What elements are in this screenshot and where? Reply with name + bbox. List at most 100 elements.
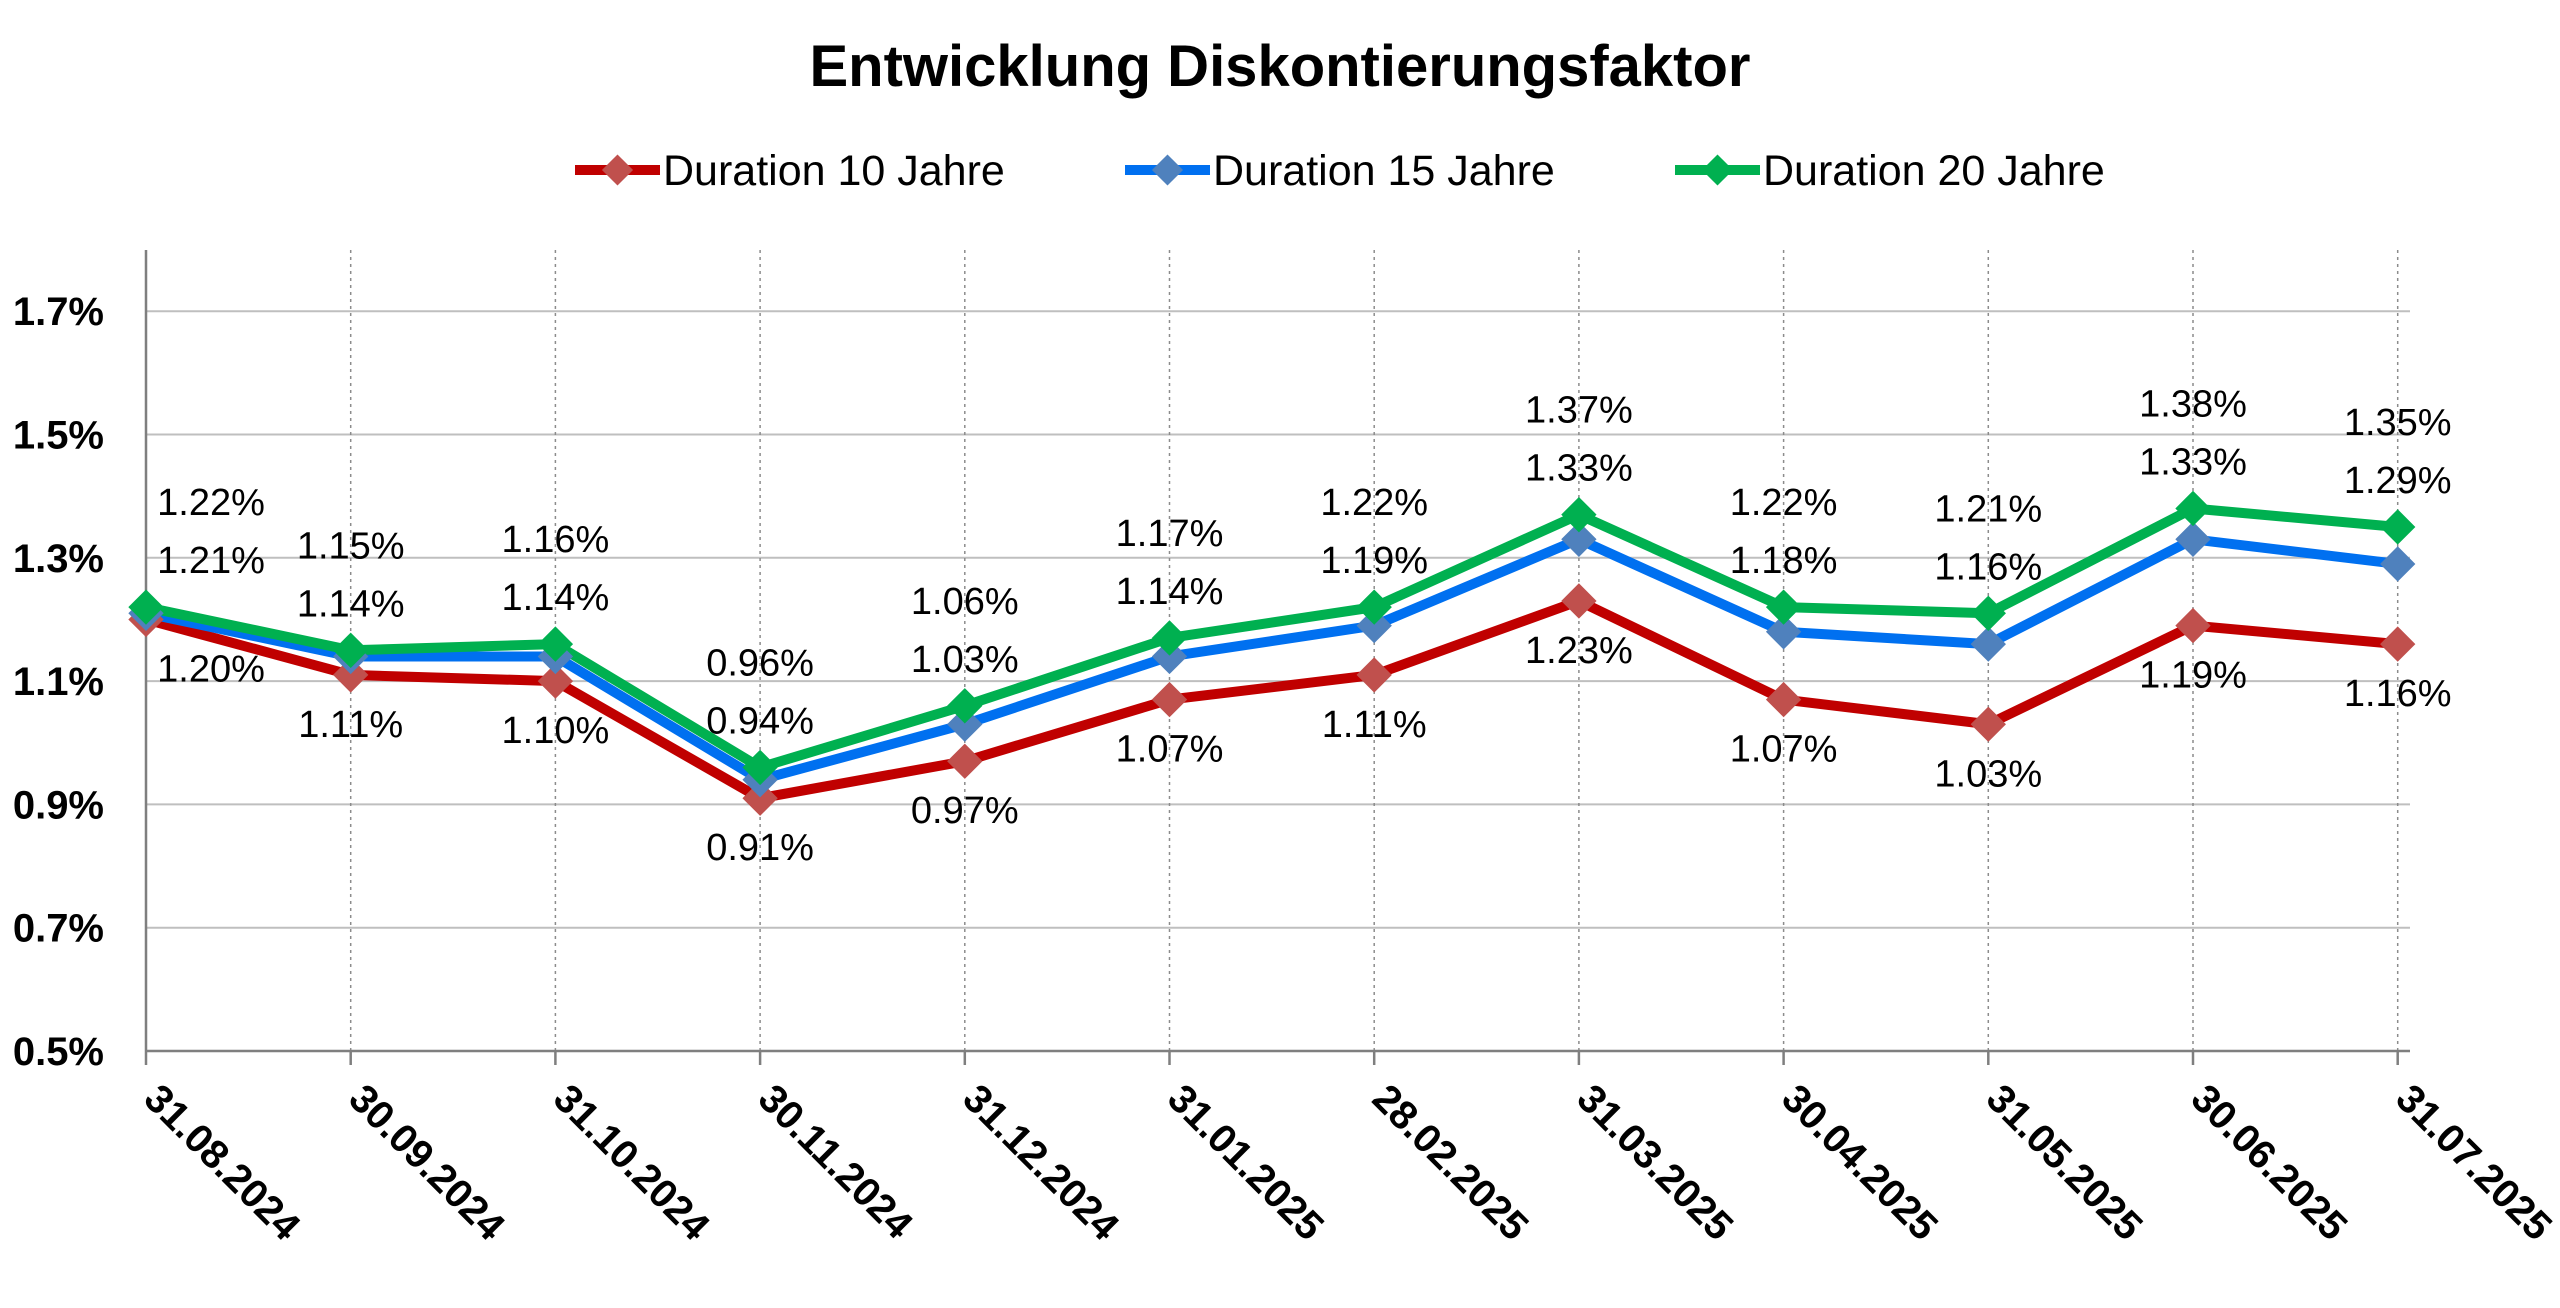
data-label-duration-10: 1.19%	[2139, 655, 2247, 697]
marker-duration-20	[1765, 589, 1802, 625]
marker-duration-20	[2380, 509, 2416, 545]
data-label-duration-15: 1.14%	[1116, 571, 1224, 613]
legend: Duration 10 Jahre Duration 15 Jahre Durati…	[575, 147, 2105, 195]
legend-item-3: Duration 20 Jahre	[1675, 147, 2105, 195]
marker-duration-10	[742, 780, 778, 816]
x-tick-label: 28.02.2025	[1364, 1076, 1537, 1249]
data-label-duration-10: 0.91%	[706, 827, 814, 869]
marker-duration-15	[1561, 521, 1597, 557]
series-line-duration-20	[144, 503, 2399, 773]
data-label-duration-20: 1.15%	[297, 525, 405, 567]
data-label-duration-20: 1.21%	[1934, 488, 2042, 530]
data-label-duration-10: 1.16%	[2344, 673, 2452, 715]
marker-duration-20	[947, 688, 983, 724]
y-tick-label: 0.5%	[13, 1030, 104, 1074]
y-tick-label: 0.9%	[13, 783, 104, 827]
marker-duration-20	[1356, 589, 1392, 625]
data-label-duration-15: 1.14%	[297, 583, 405, 625]
legend-item-2: Duration 15 Jahre	[1125, 147, 1555, 195]
marker-duration-10	[1356, 657, 1392, 693]
marker-duration-10	[1765, 681, 1802, 718]
x-tick-label: 30.06.2025	[2183, 1076, 2356, 1249]
x-tick-label: 31.08.2024	[136, 1076, 309, 1249]
data-label-duration-15: 1.16%	[1934, 546, 2042, 588]
x-tick-label: 30.04.2025	[1773, 1076, 1946, 1249]
data-label-duration-20: 1.37%	[1525, 390, 1633, 432]
marker-duration-10	[1970, 706, 2006, 742]
x-tick-label: 31.01.2025	[1159, 1076, 1332, 1249]
data-label-duration-10: 1.11%	[298, 704, 403, 746]
legend-marker	[601, 154, 634, 186]
data-labels: 1.20% 1.11% 1.10% 0.91% 0.97% 1.07% 1.11% 1.23%…	[157, 383, 2451, 869]
marker-duration-20	[333, 632, 369, 668]
marker-duration-15	[1765, 614, 1802, 650]
legend-label: Duration 10 Jahre	[663, 147, 1005, 195]
y-tick-label: 1.3%	[13, 537, 104, 581]
series-markers	[128, 490, 2416, 816]
x-tick-label: 30.11.2024	[750, 1076, 922, 1248]
x-tick-label: 31.10.2024	[545, 1076, 718, 1249]
legend-item-1: Duration 10 Jahre	[575, 147, 1005, 195]
marker-duration-15	[947, 706, 983, 742]
data-label-duration-15: 1.21%	[157, 540, 265, 582]
marker-duration-20	[2175, 490, 2211, 527]
x-tick-label: 31.03.2025	[1569, 1076, 1742, 1249]
data-label-duration-15: 1.33%	[1525, 448, 1633, 490]
legend-label: Duration 15 Jahre	[1213, 147, 1555, 195]
marker-duration-20	[1151, 620, 1188, 656]
data-label-duration-15: 1.14%	[502, 577, 610, 619]
series-lines	[144, 503, 2399, 804]
marker-duration-10	[947, 743, 983, 779]
data-label-duration-15: 1.33%	[2139, 441, 2247, 483]
legend-marker	[1701, 154, 1734, 186]
marker-duration-10	[1151, 681, 1188, 718]
marker-duration-15	[1356, 607, 1392, 644]
y-tick-label: 1.5%	[13, 414, 104, 458]
marker-duration-10	[1561, 583, 1597, 619]
marker-duration-20	[537, 626, 574, 662]
data-label-duration-15: 1.18%	[1730, 540, 1838, 582]
marker-duration-15	[2175, 521, 2211, 557]
data-label-duration-10: 1.10%	[502, 710, 610, 752]
data-label-duration-10: 1.07%	[1730, 729, 1838, 771]
y-tick-label: 1.7%	[13, 290, 104, 334]
marker-duration-10	[537, 663, 574, 699]
marker-duration-10	[2175, 607, 2211, 644]
data-label-duration-10: 1.23%	[1525, 630, 1633, 672]
data-label-duration-20: 1.22%	[1730, 482, 1838, 524]
data-label-duration-20: 0.96%	[706, 642, 814, 684]
data-label-duration-20: 1.17%	[1116, 513, 1224, 555]
data-label-duration-10: 1.03%	[1934, 753, 2042, 795]
data-label-duration-20: 1.38%	[2139, 383, 2247, 425]
y-tick-label: 0.7%	[13, 907, 104, 951]
data-label-duration-20: 1.35%	[2344, 402, 2452, 444]
data-label-duration-10: 1.07%	[1116, 729, 1224, 771]
marker-duration-15	[1970, 626, 2006, 662]
data-label-duration-20: 1.22%	[157, 482, 265, 524]
series-line-duration-10	[144, 595, 2399, 804]
series-line-duration-15	[144, 534, 2399, 785]
data-label-duration-15: 0.94%	[706, 700, 814, 742]
data-label-duration-10: 1.11%	[1322, 704, 1427, 746]
x-tick-label: 31.05.2025	[1978, 1076, 2151, 1249]
data-label-duration-10: 0.97%	[911, 790, 1019, 832]
data-label-duration-20: 1.06%	[911, 581, 1019, 623]
chart-title: Entwicklung Diskontierungsfaktor	[810, 34, 1751, 99]
marker-duration-15	[1151, 638, 1188, 675]
x-tick-label: 31.07.2025	[2387, 1076, 2560, 1249]
marker-duration-15	[2380, 546, 2416, 582]
data-label-duration-10: 1.20%	[157, 648, 265, 690]
legend-marker	[1151, 154, 1184, 186]
marker-duration-20	[128, 589, 164, 625]
marker-duration-20	[1561, 496, 1597, 533]
data-label-duration-20: 1.16%	[502, 519, 610, 561]
y-tick-label: 1.1%	[13, 660, 104, 704]
x-tick-label: 30.09.2024	[340, 1076, 513, 1249]
data-label-duration-15: 1.19%	[1320, 540, 1428, 582]
marker-duration-10	[2380, 626, 2416, 662]
data-label-duration-15: 1.29%	[2344, 460, 2452, 502]
marker-duration-10	[333, 657, 369, 693]
marker-duration-20	[742, 749, 778, 786]
